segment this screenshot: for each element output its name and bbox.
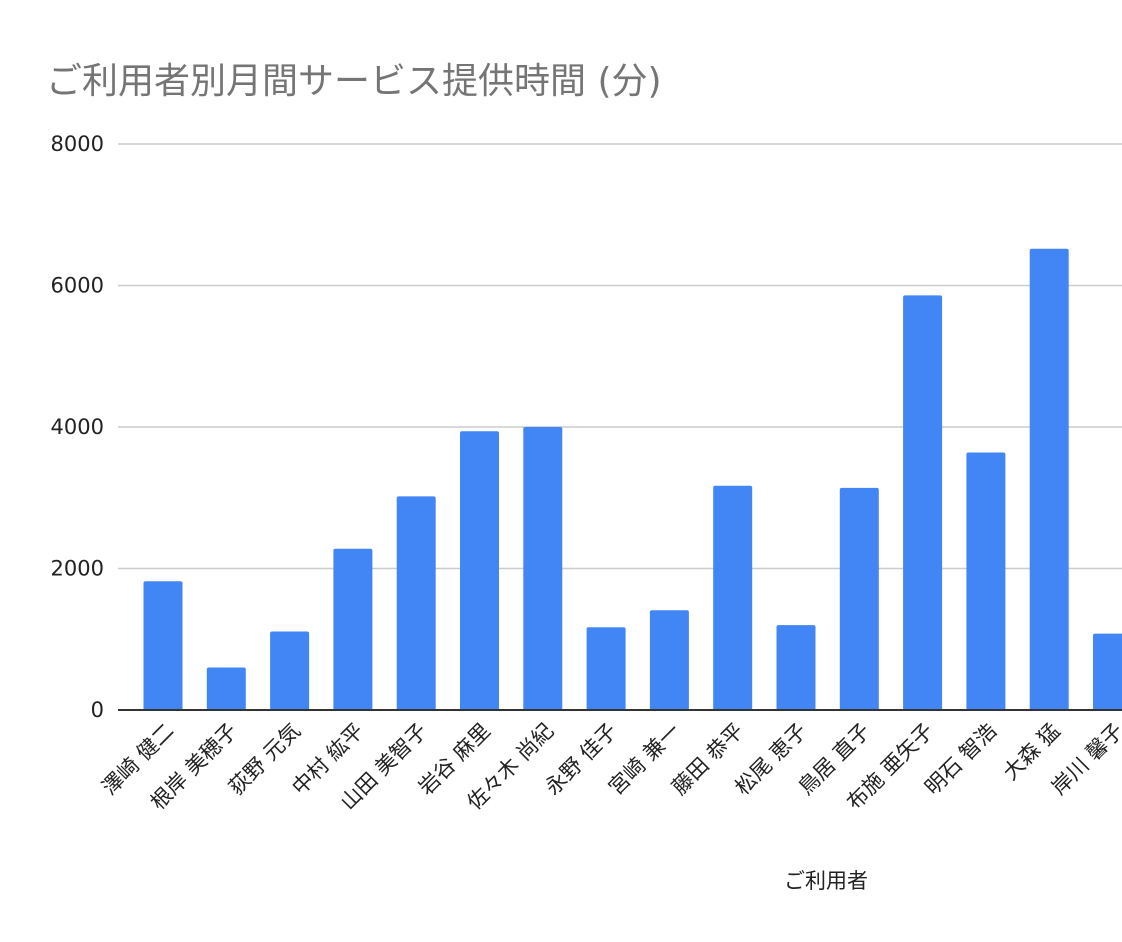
bar (396, 496, 436, 710)
bar (1029, 248, 1069, 710)
bar (460, 431, 499, 710)
y-tick-label: 8000 (51, 132, 104, 156)
y-tick-label: 4000 (51, 415, 104, 439)
bar (523, 427, 563, 710)
bar (839, 487, 879, 710)
bar (1093, 633, 1122, 710)
bar (206, 667, 246, 710)
y-tick-label: 2000 (51, 557, 104, 581)
bar (586, 627, 626, 710)
y-tick-label: 6000 (51, 274, 104, 298)
bar (649, 610, 689, 710)
bar (143, 581, 183, 710)
bar (333, 548, 373, 710)
bar (713, 485, 753, 710)
bar (270, 631, 310, 710)
bar (966, 452, 1006, 710)
chart-title: ご利用者別月間サービス提供時間 (分) (46, 61, 662, 102)
x-axis-title: ご利用者 (784, 869, 868, 893)
y-tick-label: 0 (91, 698, 104, 722)
bar (903, 295, 943, 710)
bar (776, 625, 816, 710)
